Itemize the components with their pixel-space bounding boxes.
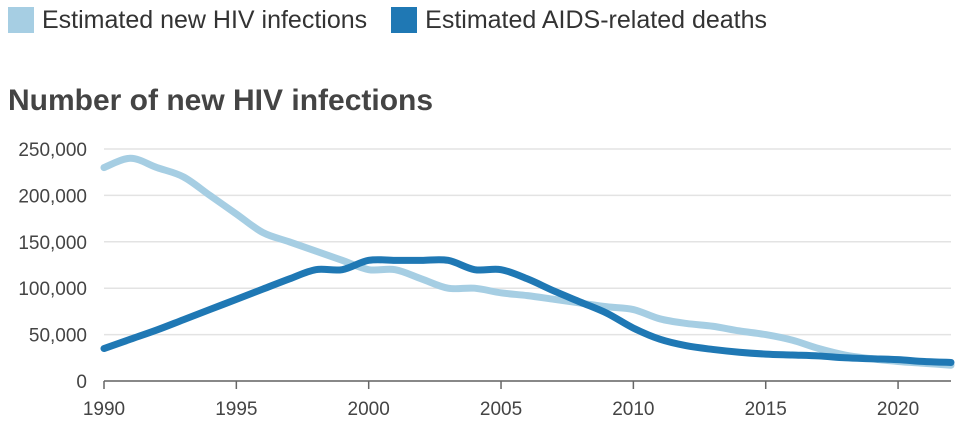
legend-swatch-new-infections bbox=[8, 7, 34, 33]
x-tick-label-1990: 1990 bbox=[83, 399, 125, 420]
legend-swatch-aids-deaths bbox=[391, 7, 418, 33]
series-line-new-infections bbox=[100, 154, 955, 369]
x-tick-label-2005: 2005 bbox=[480, 399, 522, 420]
y-tick-label-200000: 200,000 bbox=[18, 186, 87, 207]
legend-item-new-infections[interactable]: Estimated new HIV infections bbox=[8, 6, 367, 35]
x-tick-label-2015: 2015 bbox=[745, 399, 787, 420]
x-tick-label-1995: 1995 bbox=[215, 399, 257, 420]
y-tick-label-50000: 50,000 bbox=[29, 326, 87, 347]
legend-label-new-infections: Estimated new HIV infections bbox=[42, 5, 368, 34]
series-line-aids-deaths bbox=[100, 256, 955, 366]
legend: Estimated new HIV infections Estimated A… bbox=[8, 2, 767, 38]
y-tick-label-150000: 150,000 bbox=[18, 233, 87, 254]
legend-label-aids-deaths: Estimated AIDS-related deaths bbox=[425, 5, 768, 34]
y-tick-label-100000: 100,000 bbox=[18, 279, 87, 300]
x-tick-label-2000: 2000 bbox=[348, 399, 390, 420]
x-tick-label-2020: 2020 bbox=[877, 399, 919, 420]
x-tick-label-2010: 2010 bbox=[612, 399, 654, 420]
y-tick-label-250000: 250,000 bbox=[18, 140, 87, 161]
chart-title: Number of new HIV infections bbox=[8, 84, 434, 117]
legend-item-aids-deaths[interactable]: Estimated AIDS-related deaths bbox=[391, 6, 767, 35]
y-tick-label-0: 0 bbox=[76, 372, 87, 393]
